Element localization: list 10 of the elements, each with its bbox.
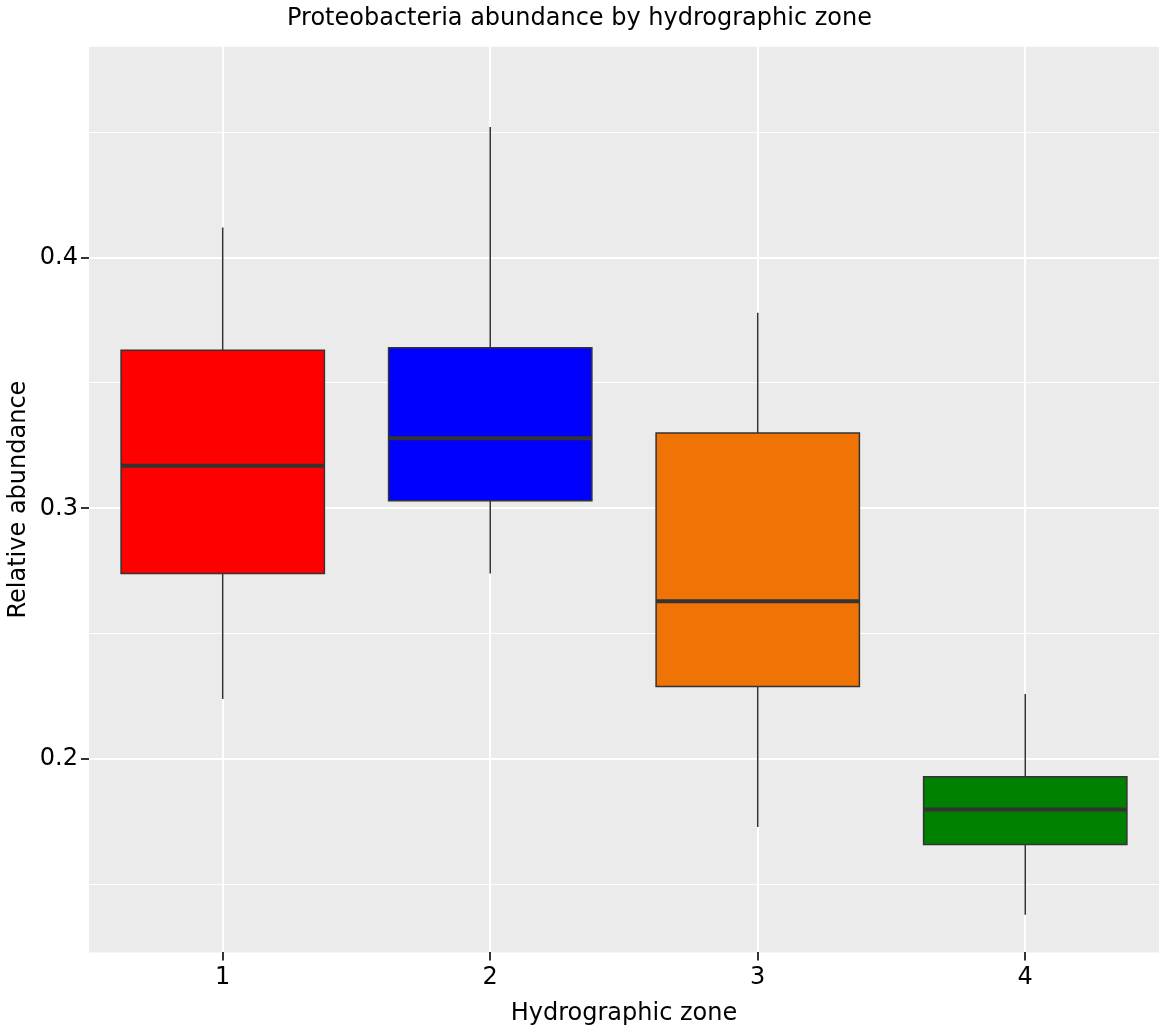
- y-tick-label: 0.4: [39, 241, 78, 270]
- y-axis-title: Relative abundance: [2, 380, 31, 619]
- x-tick-label: 4: [1017, 962, 1033, 991]
- x-tick-label: 2: [482, 962, 498, 991]
- x-axis-title: Hydrographic zone: [510, 997, 738, 1026]
- y-tick-label: 0.3: [39, 492, 78, 521]
- x-tick-label: 3: [750, 962, 766, 991]
- y-tick-label: 0.2: [39, 743, 78, 772]
- chart-title: Proteobacteria abundance by hydrographic zone: [287, 2, 872, 31]
- x-tick-label: 1: [215, 962, 231, 991]
